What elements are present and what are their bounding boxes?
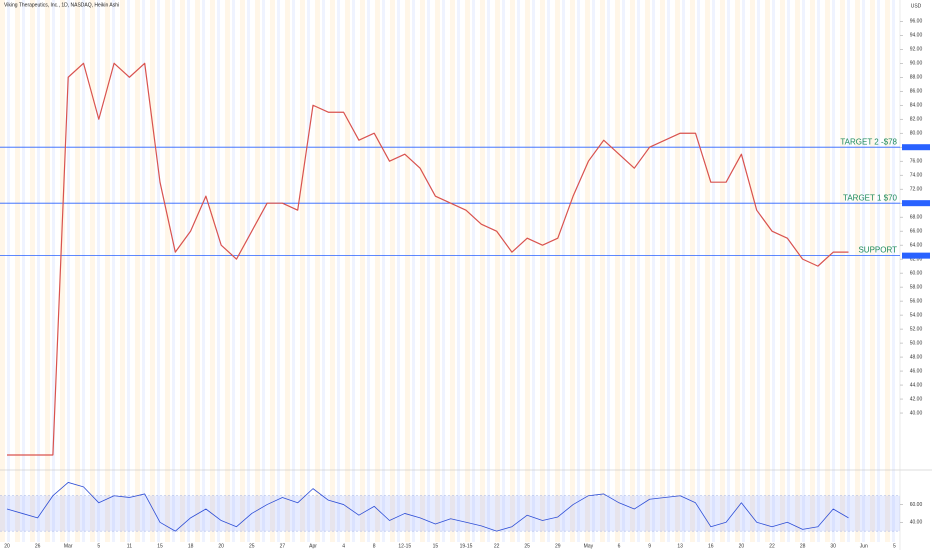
y-tick-label: 46.00 xyxy=(910,368,923,374)
x-tick-label: 8 xyxy=(373,543,376,549)
x-tick-label: 27 xyxy=(280,543,286,549)
x-tick-label: 5 xyxy=(893,543,896,549)
level-label: TARGET 2 -$78 xyxy=(840,137,897,146)
x-tick-label: 22 xyxy=(769,543,775,549)
level-label: TARGET 1 $70 xyxy=(843,193,898,202)
y-tick-label: 56.00 xyxy=(910,298,923,304)
x-tick-label: Mar xyxy=(64,543,73,549)
x-tick-label: 20 xyxy=(739,543,745,549)
y-tick-label: 64.00 xyxy=(910,242,923,248)
rsi-line xyxy=(6,482,849,532)
x-tick-label: 16 xyxy=(708,543,714,549)
y-tick-label: 94.00 xyxy=(910,33,923,39)
level-axis-tag xyxy=(902,252,930,259)
y-tick-label: 58.00 xyxy=(910,284,923,290)
y-tick-label: 42.00 xyxy=(910,396,923,402)
y-tick-label: 90.00 xyxy=(910,61,923,67)
y-tick-label: 40.00 xyxy=(910,410,923,416)
y-tick-label: 76.00 xyxy=(910,159,923,165)
y-tick-label: 48.00 xyxy=(910,354,923,360)
y-tick-label: 92.00 xyxy=(910,47,923,53)
y-tick-label: 82.00 xyxy=(910,117,923,123)
x-tick-label: 20 xyxy=(4,543,10,549)
x-tick-label: May xyxy=(584,543,594,549)
y-tick-label: 96.00 xyxy=(910,19,923,25)
x-tick-label: 20 xyxy=(218,543,224,549)
y-tick-label: 84.00 xyxy=(910,103,923,109)
x-tick-label: 28 xyxy=(800,543,806,549)
x-tick-label: Jun xyxy=(860,543,868,549)
y-tick-label: 80.00 xyxy=(910,131,923,137)
level-label: SUPPORT xyxy=(858,246,897,255)
x-tick-label: 25 xyxy=(249,543,255,549)
x-tick-label: 15 xyxy=(433,543,439,549)
level-axis-tag xyxy=(902,200,930,207)
x-tick-label: 12-15 xyxy=(398,543,411,549)
level-axis-tag xyxy=(902,144,930,151)
rsi-band xyxy=(0,495,900,532)
y-tick-label: 62.00 xyxy=(910,256,923,262)
y-tick-label: 72.00 xyxy=(910,187,923,193)
x-tick-label: 30 xyxy=(830,543,836,549)
x-tick-label: 22 xyxy=(494,543,500,549)
x-tick-label: 13 xyxy=(677,543,683,549)
y-tick-label: 60.00 xyxy=(910,270,923,276)
x-tick-label: 4 xyxy=(342,543,345,549)
x-tick-label: 25 xyxy=(524,543,530,549)
currency: USD xyxy=(911,3,922,9)
session-stripes xyxy=(0,0,900,542)
y-tick-label: 74.00 xyxy=(910,173,923,179)
x-tick-label: 29 xyxy=(555,543,561,549)
x-tick-label: 9 xyxy=(648,543,651,549)
x-tick-label: 11 xyxy=(127,543,132,549)
y-tick-label: 86.00 xyxy=(910,89,923,95)
x-tick-label: 6 xyxy=(618,543,621,549)
x-tick-label: 26 xyxy=(35,543,41,549)
y-tick-label: 88.00 xyxy=(910,75,923,81)
y-tick-label: 68.00 xyxy=(910,214,923,220)
y-tick-label: 66.00 xyxy=(910,228,923,234)
y-tick-label: 52.00 xyxy=(910,326,923,332)
chart-title: Viking Therapeutics, Inc., 1D, NASDAQ, H… xyxy=(4,2,119,8)
x-tick-label: 18 xyxy=(188,543,194,549)
x-tick-label: 5 xyxy=(97,543,100,549)
x-tick-label: Apr xyxy=(309,543,317,549)
rsi-tick-label: 40.00 xyxy=(910,520,923,526)
y-tick-label: 50.00 xyxy=(910,340,923,346)
x-tick-label: 19-15 xyxy=(460,543,473,549)
y-tick-label: 44.00 xyxy=(910,382,923,388)
price-line xyxy=(7,62,849,456)
x-tick-label: 15 xyxy=(157,543,163,549)
rsi-tick-label: 60.00 xyxy=(910,502,923,508)
y-tick-label: 54.00 xyxy=(910,312,923,318)
